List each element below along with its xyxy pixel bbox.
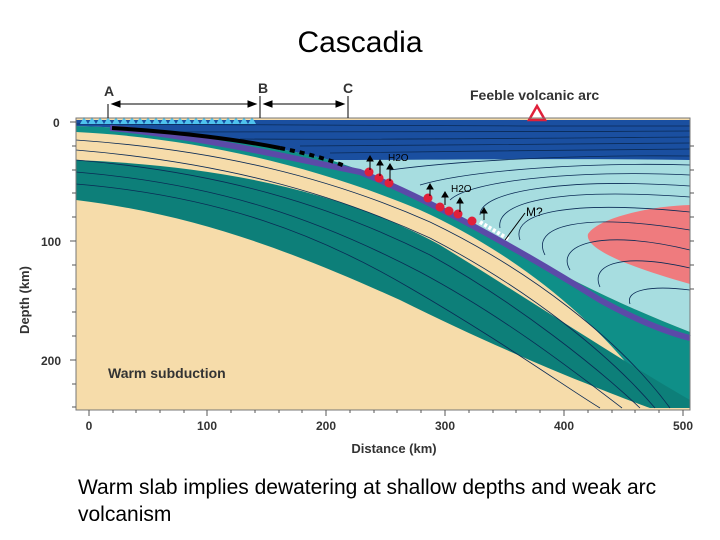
slab-lower — [76, 160, 690, 408]
melt-label: M? — [526, 205, 543, 219]
plate-interface — [111, 126, 281, 150]
overriding-plate — [76, 120, 690, 160]
x-tick-100: 100 — [197, 419, 217, 433]
subduction-diagram: A B C Feeble volcanic arc H2O H2O M? War… — [17, 80, 694, 456]
point-a-label: A — [104, 83, 114, 99]
panel-label: Warm subduction — [108, 365, 226, 381]
x-tick-0: 0 — [86, 419, 93, 433]
plate-interface-dashed — [279, 146, 346, 168]
slide-caption: Warm slab implies dewatering at shallow … — [78, 476, 657, 526]
melt-pointer — [504, 212, 526, 241]
point-b-label: B — [258, 80, 268, 96]
slide-title: Cascadia — [297, 26, 423, 59]
x-axis-ticks — [88, 410, 684, 416]
section-markers — [107, 96, 349, 118]
y-axis-ticks — [70, 121, 694, 408]
slab-surface — [109, 125, 691, 341]
ocean-surface — [80, 117, 256, 124]
y-axis-label: Depth (km) — [17, 266, 32, 334]
volcano-icon — [526, 103, 548, 122]
point-c-label: C — [343, 80, 353, 96]
x-tick-300: 300 — [435, 419, 455, 433]
hot-mantle-core — [587, 205, 690, 284]
fluid-label-2: H2O — [451, 184, 472, 195]
y-tick-100: 100 — [41, 235, 61, 249]
plot-frame — [75, 117, 691, 411]
mantle-wedge — [330, 140, 690, 332]
x-tick-200: 200 — [316, 419, 336, 433]
y-tick-0: 0 — [53, 116, 60, 130]
x-axis-label: Distance (km) — [351, 441, 436, 456]
arc-label: Feeble volcanic arc — [470, 87, 599, 103]
melt-zone — [478, 220, 512, 242]
y-tick-200: 200 — [41, 354, 61, 368]
x-tick-500: 500 — [673, 419, 693, 433]
x-tick-400: 400 — [554, 419, 574, 433]
fluid-arrows — [366, 155, 488, 220]
fluid-label-1: H2O — [388, 153, 409, 164]
